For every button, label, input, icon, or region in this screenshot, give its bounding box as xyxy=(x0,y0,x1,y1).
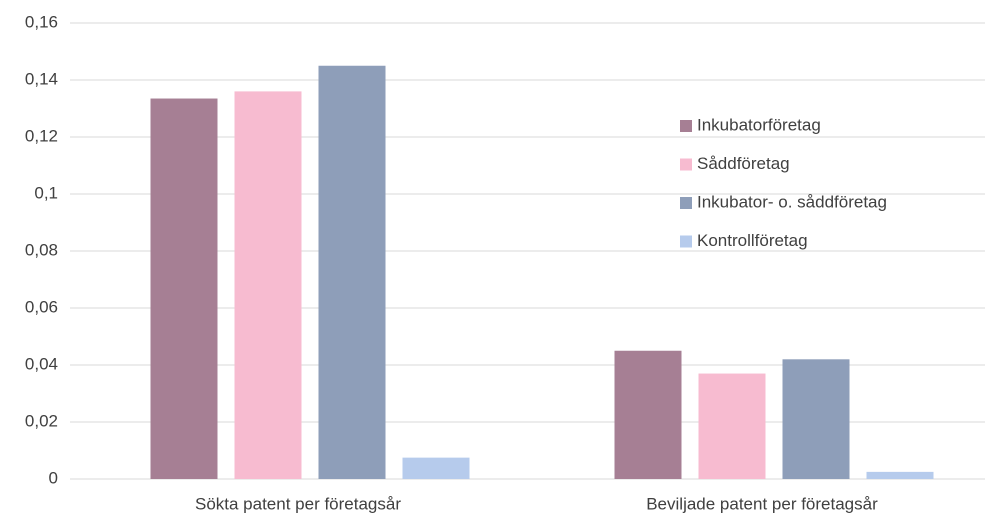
legend-swatch xyxy=(680,120,692,132)
bar xyxy=(614,350,682,479)
legend-label: Kontrollföretag xyxy=(697,231,808,250)
bar xyxy=(782,359,850,479)
y-tick-label: 0,02 xyxy=(25,411,58,430)
bar xyxy=(866,471,934,479)
bar xyxy=(234,91,302,480)
y-tick-label: 0,08 xyxy=(25,240,58,259)
y-tick-label: 0,04 xyxy=(25,354,58,373)
y-tick-label: 0,16 xyxy=(25,12,58,31)
y-tick-label: 0,12 xyxy=(25,126,58,145)
y-tick-label: 0 xyxy=(49,468,58,487)
bar xyxy=(318,65,386,479)
x-tick-label: Sökta patent per företagsår xyxy=(195,494,401,513)
y-tick-label: 0,14 xyxy=(25,69,58,88)
legend-swatch xyxy=(680,197,692,209)
bar xyxy=(150,98,218,480)
legend-swatch xyxy=(680,158,692,171)
legend-label: Såddföretag xyxy=(697,154,790,173)
legend-label: Inkubator- o. såddföretag xyxy=(697,192,887,211)
y-tick-label: 0,1 xyxy=(34,183,58,202)
y-tick-label: 0,06 xyxy=(25,297,58,316)
bar xyxy=(402,457,470,479)
legend-label: Inkubatorföretag xyxy=(697,115,821,134)
bar xyxy=(698,373,766,479)
legend-swatch xyxy=(680,235,692,248)
x-tick-label: Beviljade patent per företagsår xyxy=(646,494,878,513)
